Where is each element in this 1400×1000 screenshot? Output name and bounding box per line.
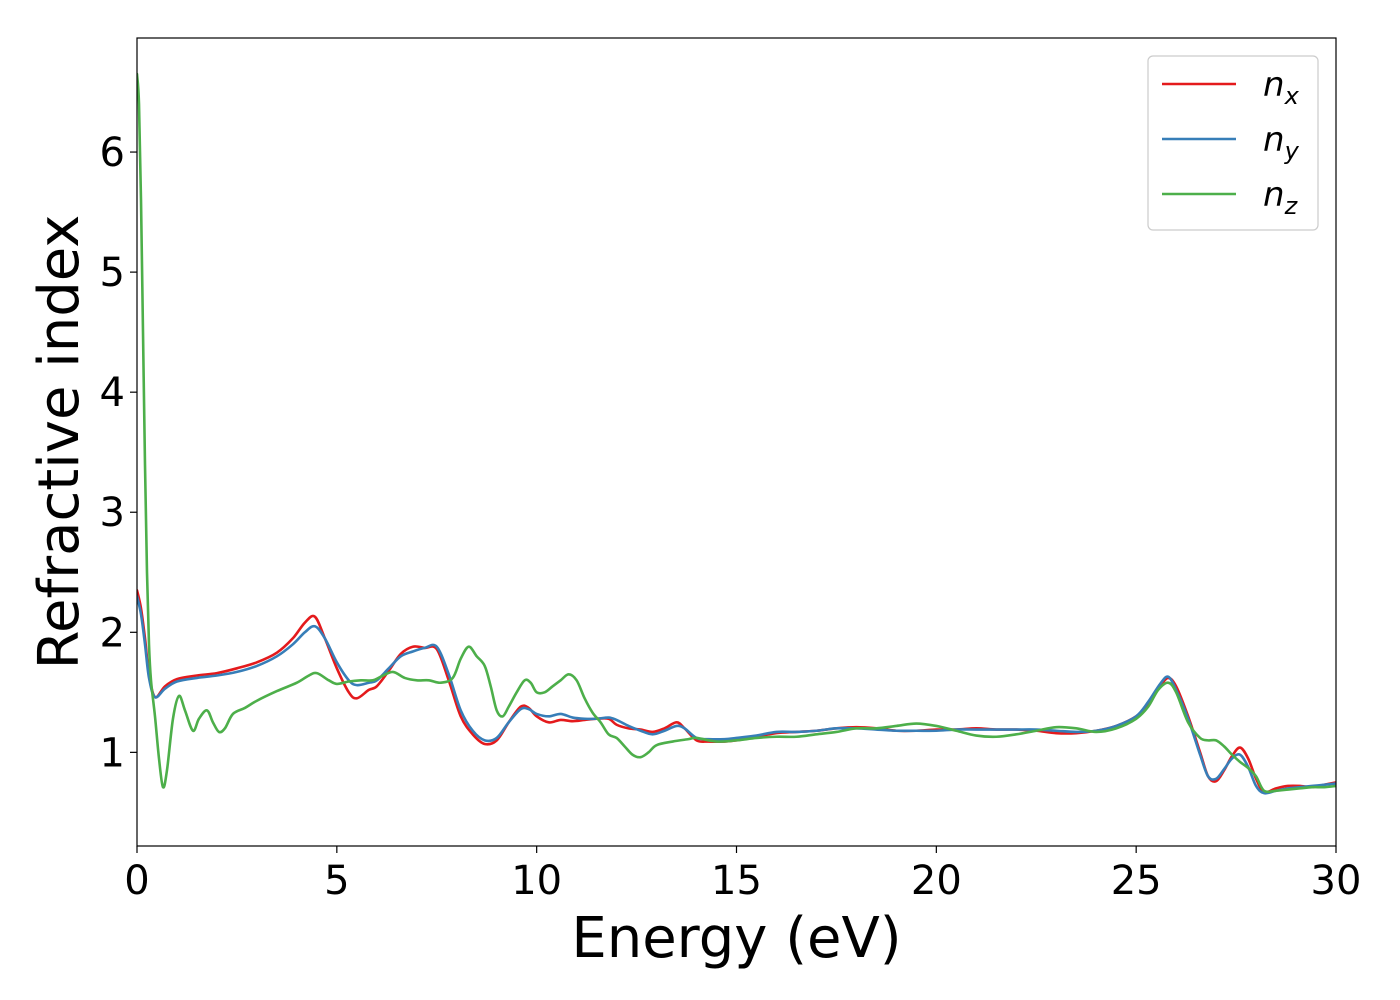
series-layer xyxy=(137,72,1336,795)
legend-label-base: n xyxy=(1263,65,1285,105)
y-tick-label: 6 xyxy=(100,130,125,176)
x-tick-label: 15 xyxy=(711,858,762,904)
y-tick-label: 5 xyxy=(100,250,125,296)
x-tick-label: 20 xyxy=(911,858,962,904)
x-tick-label: 10 xyxy=(511,858,562,904)
legend-label-z: nz xyxy=(1263,175,1299,220)
y-tick-label: 2 xyxy=(100,610,125,656)
legend-box xyxy=(1147,55,1319,231)
x-tick-label: 30 xyxy=(1311,858,1362,904)
x-tick-label: 0 xyxy=(124,858,149,904)
x-tick-label: 5 xyxy=(324,858,349,904)
legend-label-x: nx xyxy=(1263,65,1300,110)
legend-label-base: n xyxy=(1263,120,1285,160)
axis-ticks: 0 5 10 15 20 25 30 1 2 3 4 5 6 xyxy=(100,130,1362,904)
x-axis-label: Energy (eV) xyxy=(571,906,901,971)
legend-label-y: ny xyxy=(1263,120,1300,165)
x-tick-label: 25 xyxy=(1111,858,1162,904)
y-tick-label: 1 xyxy=(100,730,125,776)
legend-label-subscript: x xyxy=(1284,82,1300,110)
y-tick-label: 3 xyxy=(100,490,125,536)
legend-label-base: n xyxy=(1263,175,1285,215)
series-line-y xyxy=(137,594,1336,795)
y-tick-label: 4 xyxy=(100,370,125,416)
y-axis-label: Refractive index xyxy=(27,215,92,670)
series-line-z xyxy=(137,72,1336,794)
legend-label-subscript: y xyxy=(1284,137,1300,165)
legend-label-subscript: z xyxy=(1284,192,1299,220)
